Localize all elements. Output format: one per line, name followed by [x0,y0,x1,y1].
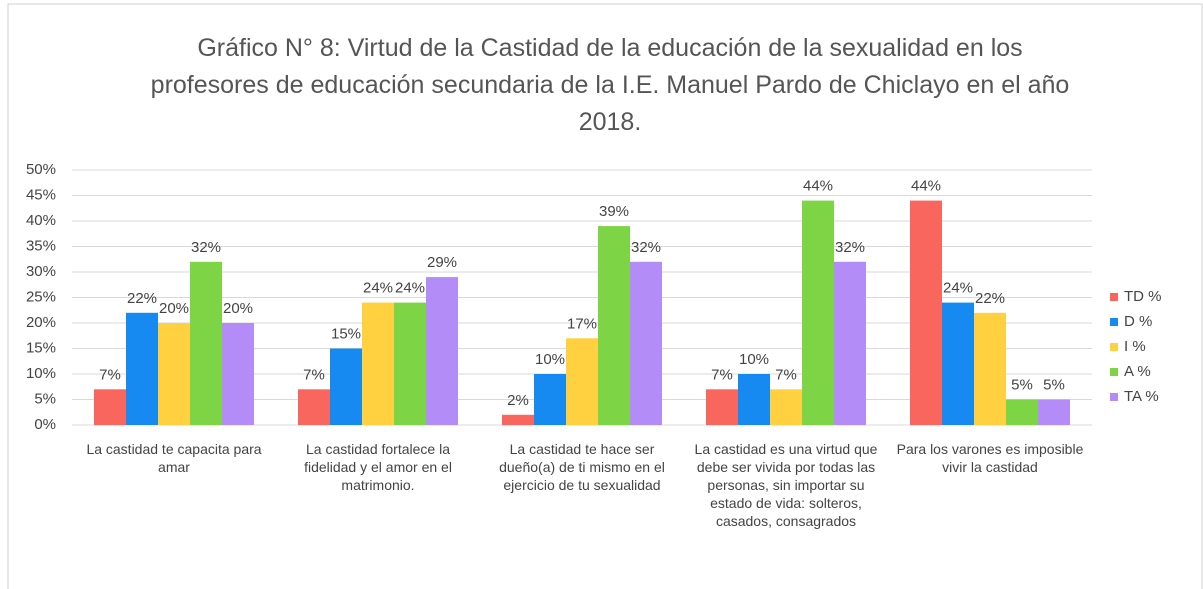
bar [738,374,770,425]
y-tick-label: 0% [34,416,56,433]
bar [394,302,426,425]
data-label: 24% [363,280,393,297]
data-label: 5% [1043,376,1065,393]
bar [94,389,126,425]
y-tick-label: 15% [26,339,56,356]
y-tick-label: 40% [26,212,56,229]
bar [298,389,330,425]
data-label: 20% [159,300,189,317]
bar [362,302,394,425]
bar [974,312,1006,425]
bar [910,200,942,425]
data-label: 17% [567,315,597,332]
y-tick-label: 10% [26,365,56,382]
bar [770,389,802,425]
bar [502,414,534,425]
legend-swatch [1110,393,1118,401]
data-label: 10% [535,351,565,368]
data-label: 7% [99,366,121,383]
x-tick-label: La castidad fortalece la fidelidad y el … [304,441,452,493]
legend-label: TA % [1124,388,1159,405]
data-label: 32% [631,239,661,256]
bar [630,261,662,425]
bar [834,261,866,425]
y-tick-label: 30% [26,263,56,280]
bar [1006,399,1038,425]
y-tick-label: 50% [26,161,56,178]
bar [942,302,974,425]
x-tick-label: La castidad te capacita para amar [86,441,262,475]
bar [1038,399,1070,425]
bar [158,323,190,425]
bar [330,348,362,425]
legend-swatch [1110,343,1118,351]
x-tick-label: Para los varones es imposible vivir la c… [896,441,1084,475]
legend-label: D % [1124,313,1152,330]
data-label: 2% [507,392,529,409]
legend-label: TD % [1124,288,1162,305]
legend-swatch [1110,368,1118,376]
data-label: 24% [395,280,425,297]
data-label: 22% [975,290,1005,307]
data-label: 5% [1011,376,1033,393]
data-label: 7% [303,366,325,383]
data-label: 7% [711,366,733,383]
legend-label: I % [1124,338,1146,355]
y-tick-label: 45% [26,186,56,203]
bar [126,312,158,425]
data-label: 29% [427,254,457,271]
bar [802,200,834,425]
data-label: 7% [775,366,797,383]
bar [222,323,254,425]
data-label: 32% [835,239,865,256]
y-tick-label: 5% [34,390,56,407]
chart-title: Gráfico N° 8: Virtud de la Castidad de l… [150,34,1070,136]
data-label: 15% [331,325,361,342]
bar [426,277,458,425]
bar [190,261,222,425]
data-label: 32% [191,239,221,256]
bar [566,338,598,425]
frame [7,3,1203,589]
x-tick-label: La castidad es una virtud que debe ser v… [694,441,878,529]
y-tick-label: 20% [26,314,56,331]
bar [534,374,566,425]
y-tick-label: 35% [26,237,56,254]
x-tick-label: La castidad te hace ser dueño(a) de ti m… [499,441,665,493]
bar [598,226,630,425]
y-tick-label: 25% [26,288,56,305]
bar [706,389,738,425]
data-label: 10% [739,351,769,368]
data-label: 20% [223,300,253,317]
data-label: 44% [803,178,833,195]
legend-label: A % [1124,363,1151,380]
data-label: 24% [943,280,973,297]
data-label: 22% [127,290,157,307]
data-label: 39% [599,203,629,220]
legend-swatch [1110,318,1118,326]
legend-swatch [1110,293,1118,301]
data-label: 44% [911,178,941,195]
